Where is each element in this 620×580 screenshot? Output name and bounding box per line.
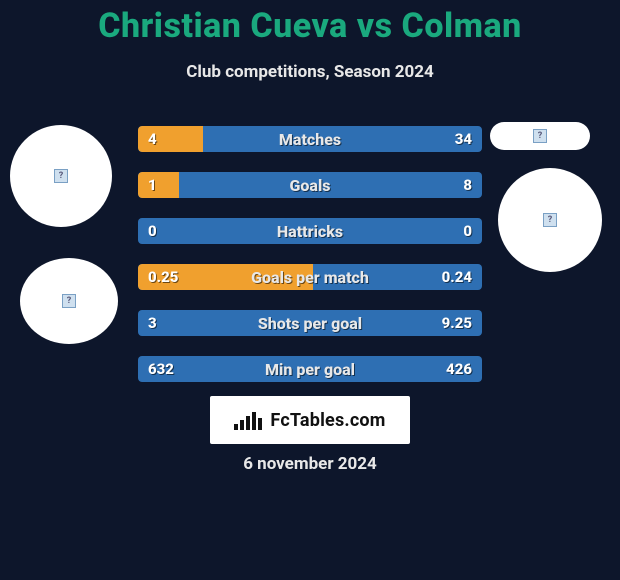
site-logo: FcTables.com — [210, 396, 410, 444]
stat-row: Matches4 34 — [138, 126, 482, 152]
metric-label: Shots per goal — [138, 310, 482, 336]
right-value: 0.24 — [442, 264, 472, 290]
left-value: 4 — [148, 126, 157, 152]
metric-label: Min per goal — [138, 356, 482, 382]
avatar-player2-club: ? — [490, 122, 590, 150]
metric-label: Goals — [138, 172, 482, 198]
logo-text: FcTables.com — [270, 410, 385, 431]
metric-label: Hattricks — [138, 218, 482, 244]
stat-row: Goals1 8 — [138, 172, 482, 198]
image-placeholder-icon: ? — [543, 213, 557, 227]
page-title: Christian Cueva vs Colman — [0, 6, 620, 46]
image-placeholder-icon: ? — [54, 169, 68, 183]
left-value: 3 — [148, 310, 157, 336]
avatar-player1-nat: ? — [20, 258, 118, 344]
metric-label: Matches — [138, 126, 482, 152]
left-value: 0 — [148, 218, 157, 244]
stat-row: Goals per match0.25 0.24 — [138, 264, 482, 290]
image-placeholder-icon: ? — [533, 129, 547, 143]
right-value: 426 — [446, 356, 472, 382]
right-value: 0 — [463, 218, 472, 244]
left-value: 0.25 — [148, 264, 178, 290]
right-value: 34 — [455, 126, 472, 152]
avatar-player2-nat: ? — [498, 168, 602, 272]
stat-row: Hattricks0 0 — [138, 218, 482, 244]
comparison-infographic: Christian Cueva vs Colman Club competiti… — [0, 0, 620, 580]
page-subtitle: Club competitions, Season 2024 — [0, 62, 620, 82]
right-value: 9.25 — [442, 310, 472, 336]
right-value: 8 — [463, 172, 472, 198]
stat-row: Min per goal632 426 — [138, 356, 482, 382]
metric-label: Goals per match — [138, 264, 482, 290]
left-value: 1 — [148, 172, 157, 198]
comparison-rows: Matches4 34 Goals1 8 Hattricks0 0 Goals per ma… — [138, 126, 482, 402]
infographic-date: 6 november 2024 — [0, 454, 620, 474]
logo-bars-icon — [234, 410, 262, 430]
avatar-player1-club: ? — [10, 125, 112, 227]
stat-row: Shots per goal3 9.25 — [138, 310, 482, 336]
left-value: 632 — [148, 356, 174, 382]
image-placeholder-icon: ? — [62, 294, 76, 308]
